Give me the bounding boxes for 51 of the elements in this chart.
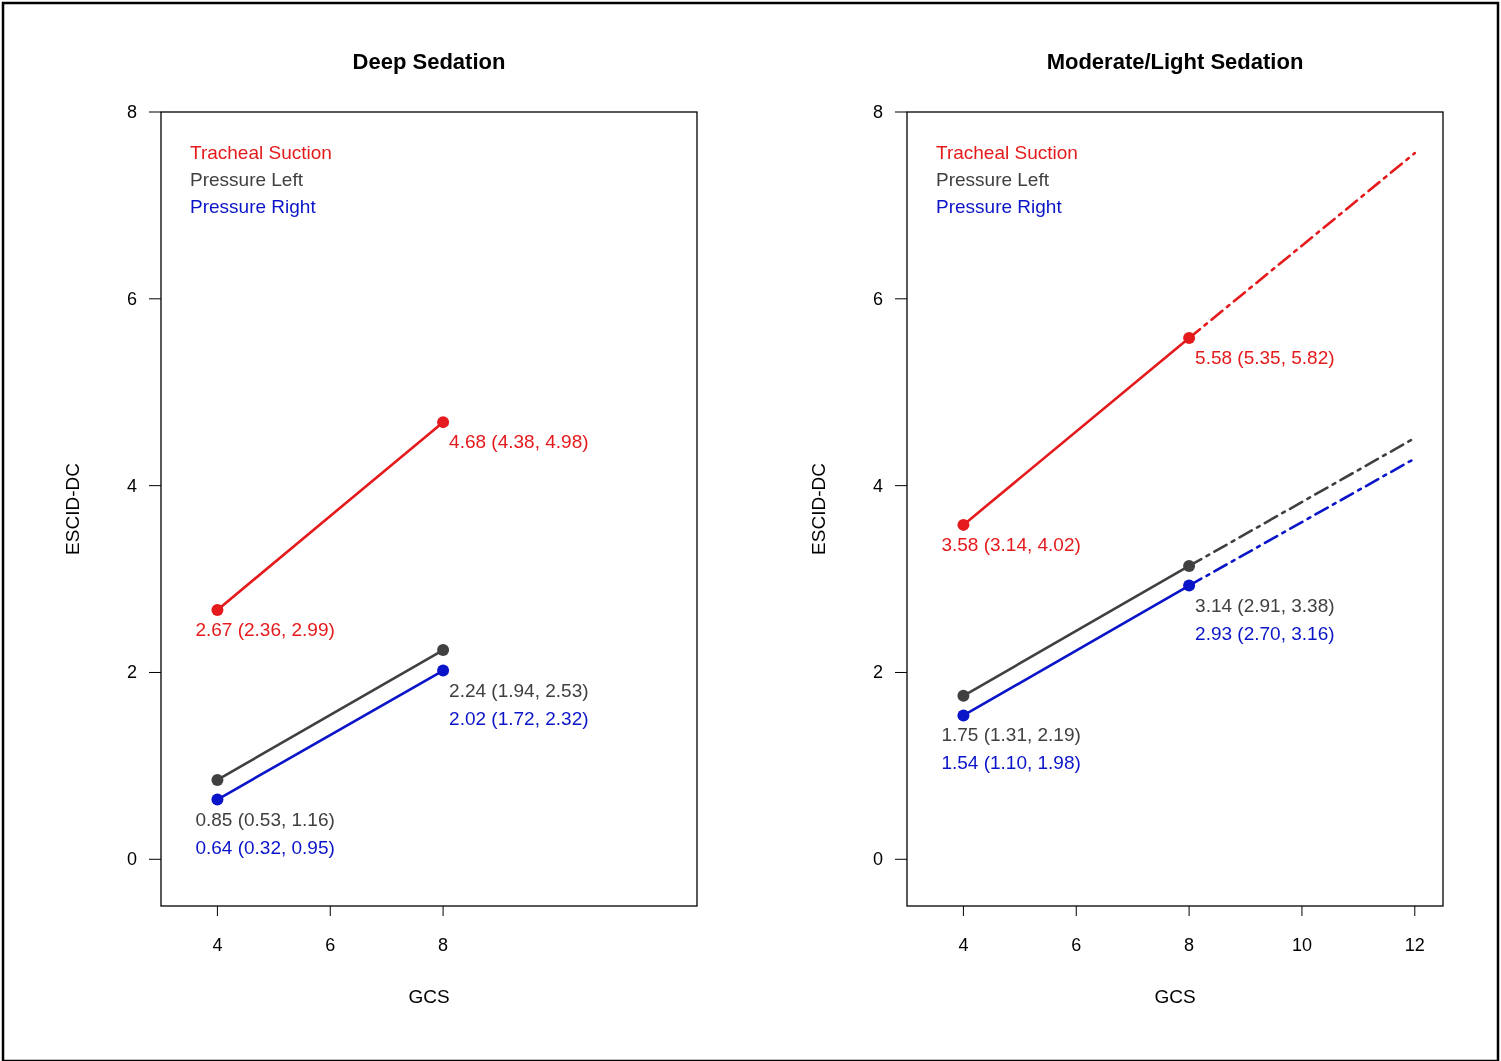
x-tick-label: 8 (1184, 935, 1195, 955)
x-tick-label: 10 (1291, 935, 1312, 955)
y-axis-title: ESCID-DC (808, 463, 829, 555)
text: Pressure Right (936, 196, 1063, 217)
y-tick-label: 0 (872, 849, 883, 870)
text: Tracheal Suction (190, 142, 332, 163)
y-tick-label: 4 (872, 475, 883, 496)
x-tick-label: 6 (325, 935, 336, 955)
chart-title: Moderate/Light Sedation (1046, 49, 1304, 74)
data-label: 2.93 (2.70, 3.16) (1195, 622, 1335, 644)
y-tick-label: 6 (126, 288, 137, 309)
data-label: 0.85 (0.53, 1.16) (195, 808, 335, 830)
point (211, 603, 224, 616)
data-label: 3.14 (2.91, 3.38) (1195, 594, 1335, 616)
y-tick-label: 4 (126, 475, 137, 496)
text: Pressure Left (190, 169, 304, 190)
y-axis-title: ESCID-DC (62, 463, 83, 555)
x-tick-label: 6 (1071, 935, 1082, 955)
data-label: 2.67 (2.36, 2.99) (195, 618, 335, 640)
point (437, 644, 450, 657)
y-tick-label: 8 (126, 102, 137, 122)
data-label: 2.02 (1.72, 2.32) (449, 707, 589, 729)
data-label: 3.58 (3.14, 4.02) (941, 533, 1081, 555)
text: Tracheal Suction (936, 142, 1078, 163)
y-tick-label: 2 (126, 662, 137, 683)
point (957, 709, 970, 722)
x-tick-label: 12 (1404, 935, 1425, 955)
data-label: 1.54 (1.10, 1.98) (941, 752, 1081, 774)
x-tick-label: 8 (438, 935, 449, 955)
text: Pressure Right (190, 196, 317, 217)
x-axis-title: GCS (1154, 986, 1196, 1007)
data-label: 2.24 (1.94, 2.53) (449, 679, 589, 701)
point (211, 793, 224, 806)
text: Pressure Left (936, 169, 1050, 190)
data-label: 1.75 (1.31, 2.19) (941, 724, 1081, 746)
x-tick-label: 4 (212, 935, 223, 955)
data-label: 0.64 (0.32, 0.95) (195, 836, 335, 858)
y-tick-label: 6 (872, 288, 883, 309)
y-tick-label: 2 (872, 662, 883, 683)
point (957, 689, 970, 702)
point (437, 664, 450, 677)
data-label: 5.58 (5.35, 5.82) (1195, 347, 1335, 369)
point (957, 518, 970, 531)
y-tick-label: 0 (126, 849, 137, 870)
y-tick-label: 8 (872, 102, 883, 122)
x-axis-title: GCS (408, 986, 450, 1007)
chart-title: Deep Sedation (352, 49, 506, 74)
x-tick-label: 4 (958, 935, 969, 955)
data-label: 4.68 (4.38, 4.98) (449, 431, 589, 453)
point (437, 416, 450, 429)
point (211, 773, 224, 786)
